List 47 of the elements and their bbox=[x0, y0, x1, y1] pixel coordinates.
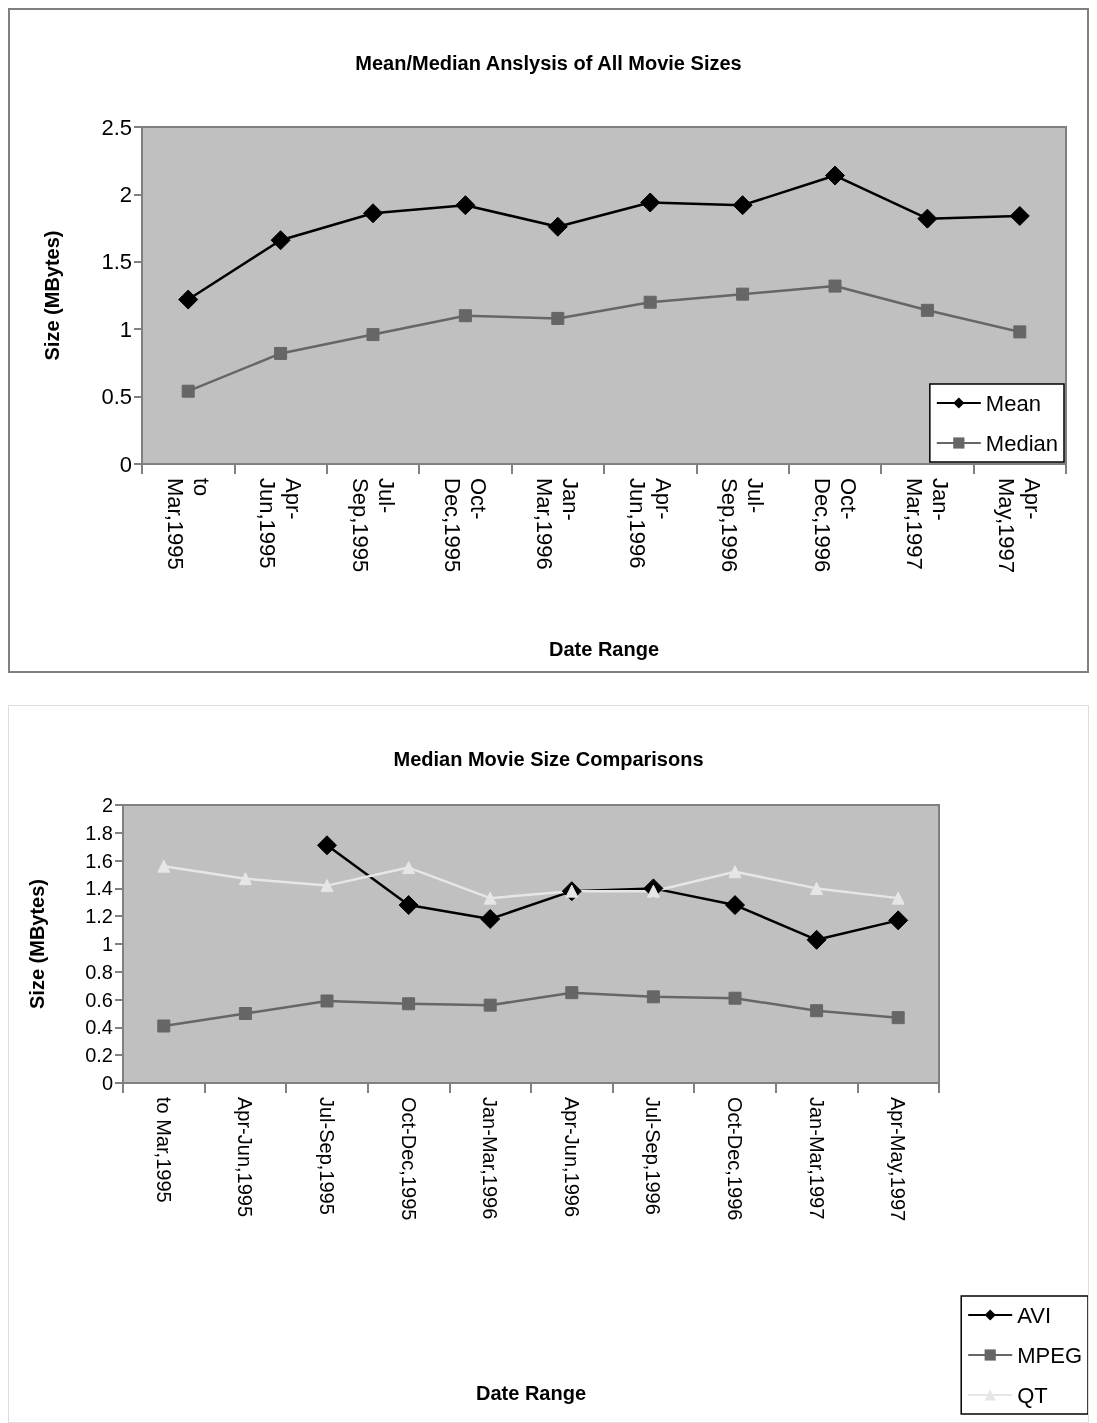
y-tick-label: 0.6 bbox=[85, 988, 113, 1011]
x-tick-label: Jan-Mar,1996 bbox=[532, 478, 584, 570]
legend-label: Median bbox=[985, 430, 1058, 456]
x-tick-label: Apr-May,1997 bbox=[994, 478, 1046, 573]
y-tick-label: 0.8 bbox=[85, 960, 113, 983]
x-axis-title: Date Range bbox=[548, 638, 660, 660]
legend-label: Mean bbox=[985, 390, 1041, 416]
y-tick-label: 1 bbox=[119, 316, 132, 342]
x-tick-label: Apr-Jun,1996 bbox=[560, 1097, 583, 1218]
y-tick-label: 0.5 bbox=[101, 384, 132, 410]
y-tick-label: 2.5 bbox=[101, 114, 132, 140]
x-axis-title: Date Range bbox=[475, 1382, 587, 1404]
y-tick-label: 1.8 bbox=[85, 821, 113, 844]
x-tick-label: Jul-Sep,1996 bbox=[717, 478, 769, 573]
x-tick-label: Apr-May,1997 bbox=[887, 1097, 910, 1222]
y-tick-label: 2 bbox=[101, 794, 113, 816]
y-tick-label: 0 bbox=[119, 451, 132, 477]
chart-title: Median Movie Size Comparisons bbox=[393, 748, 704, 770]
x-tick-label: Apr-Jun,1995 bbox=[234, 1097, 257, 1218]
x-tick-label: Oct-Dec,1995 bbox=[397, 1097, 420, 1221]
y-tick-label: 1 bbox=[101, 933, 113, 955]
x-tick-label: Oct-Dec,1996 bbox=[809, 478, 861, 573]
x-tick-label: Jul-Sep,1995 bbox=[316, 1097, 338, 1215]
legend-label: MPEG bbox=[1017, 1342, 1083, 1368]
y-axis-title: Size (MBytes) bbox=[26, 878, 48, 1010]
y-tick-label: 1.6 bbox=[85, 849, 113, 872]
x-tick-label: Jan-Mar,1997 bbox=[901, 478, 953, 570]
y-tick-label: 0 bbox=[101, 1072, 113, 1094]
x-tick-label: Jan-Mar,1997 bbox=[805, 1097, 828, 1220]
legend-label: QT bbox=[1017, 1382, 1048, 1408]
chart-title: Mean/Median Anslysis of All Movie Sizes bbox=[355, 52, 742, 74]
x-tick-label: Jan-Mar,1996 bbox=[479, 1097, 502, 1220]
x-tick-label: Jul-Sep,1996 bbox=[642, 1097, 665, 1215]
y-axis-title: Size (MBytes) bbox=[41, 230, 63, 361]
x-tick-label: Oct-Dec,1995 bbox=[439, 478, 491, 573]
x-tick-label: to Mar,1995 bbox=[162, 478, 214, 570]
x-tick-label: Jul-Sep,1995 bbox=[347, 478, 399, 573]
y-tick-label: 1.5 bbox=[101, 249, 132, 275]
y-tick-label: 2 bbox=[119, 181, 132, 207]
y-tick-label: 1.4 bbox=[85, 877, 113, 900]
y-tick-label: 1.2 bbox=[85, 905, 113, 928]
x-tick-label: to Mar,1995 bbox=[152, 1097, 175, 1203]
y-tick-label: 0.2 bbox=[85, 1044, 113, 1067]
x-tick-label: Apr-Jun,1996 bbox=[624, 478, 676, 569]
legend-label: AVI bbox=[1017, 1302, 1052, 1328]
x-tick-label: Oct-Dec,1996 bbox=[724, 1097, 746, 1221]
y-tick-label: 0.4 bbox=[85, 1016, 113, 1039]
